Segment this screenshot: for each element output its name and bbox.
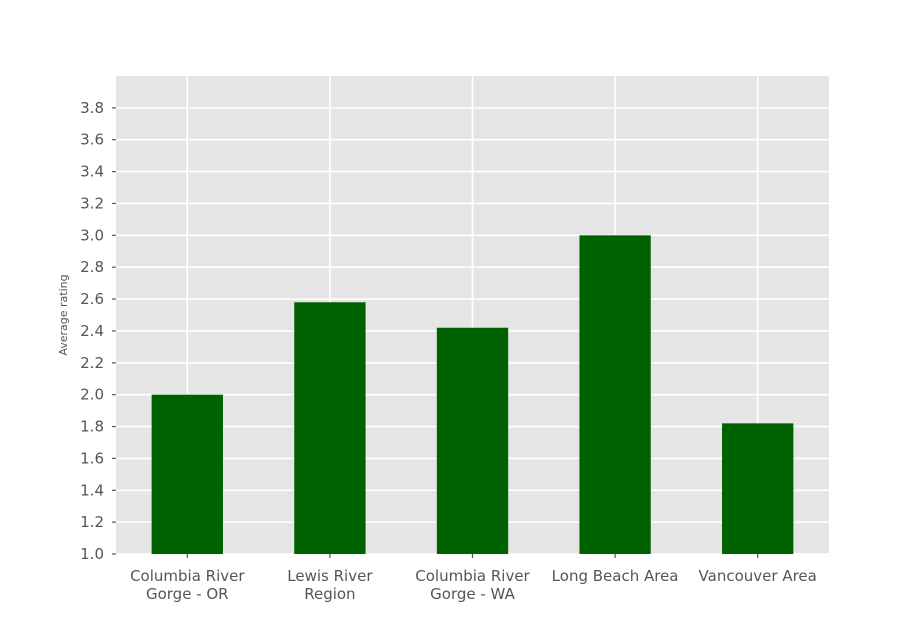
x-tick-label: Vancouver Area xyxy=(699,567,817,585)
bar-1 xyxy=(294,302,366,554)
y-tick-label: 1.6 xyxy=(80,449,104,467)
x-tick-label-line: Gorge - WA xyxy=(430,585,515,603)
x-tick-label-line: Vancouver Area xyxy=(699,567,817,585)
y-tick-label: 2.4 xyxy=(80,322,104,340)
y-tick-label: 2.6 xyxy=(80,290,104,308)
x-tick-label-line: Gorge - OR xyxy=(146,585,229,603)
x-tick-label-line: Region xyxy=(304,585,355,603)
y-tick-label: 3.6 xyxy=(80,131,104,149)
y-tick-label: 3.4 xyxy=(80,163,104,181)
y-tick-label: 1.2 xyxy=(80,513,104,531)
bars xyxy=(151,235,794,555)
bar-4 xyxy=(722,423,794,554)
y-tick-label: 2.2 xyxy=(80,354,104,372)
bar-3 xyxy=(579,235,651,555)
x-tick-label: Lewis River Region xyxy=(287,567,373,603)
x-tick-label-line: Columbia River xyxy=(130,567,245,585)
x-tick-label: Long Beach Area xyxy=(552,567,679,585)
y-tick-label: 2.8 xyxy=(80,258,104,276)
y-tick-label: 3.8 xyxy=(80,99,104,117)
y-axis-label: Average rating xyxy=(57,274,70,355)
x-tick-label-line: Long Beach Area xyxy=(552,567,679,585)
bar-2 xyxy=(436,327,509,554)
y-tick-label: 3.0 xyxy=(80,226,104,244)
y-tick-label: 1.0 xyxy=(80,545,104,563)
x-tick-label-line: Lewis River xyxy=(287,567,373,585)
y-axis-ticks: 1.0 1.2 1.4 1.6 1.8 2.0 2.2 2.4 2.6 2.8 3.0 3.2 3.4 3… xyxy=(80,99,116,563)
y-tick-label: 1.8 xyxy=(80,418,104,436)
bar-0 xyxy=(151,394,223,554)
x-tick-label: Columbia River Gorge - WA xyxy=(415,567,530,603)
y-tick-label: 3.2 xyxy=(80,194,104,212)
y-tick-label: 2.0 xyxy=(80,386,104,404)
y-tick-label: 1.4 xyxy=(80,481,104,499)
x-tick-label: Columbia River Gorge - OR xyxy=(130,567,245,603)
x-tick-label-line: Columbia River xyxy=(415,567,530,585)
